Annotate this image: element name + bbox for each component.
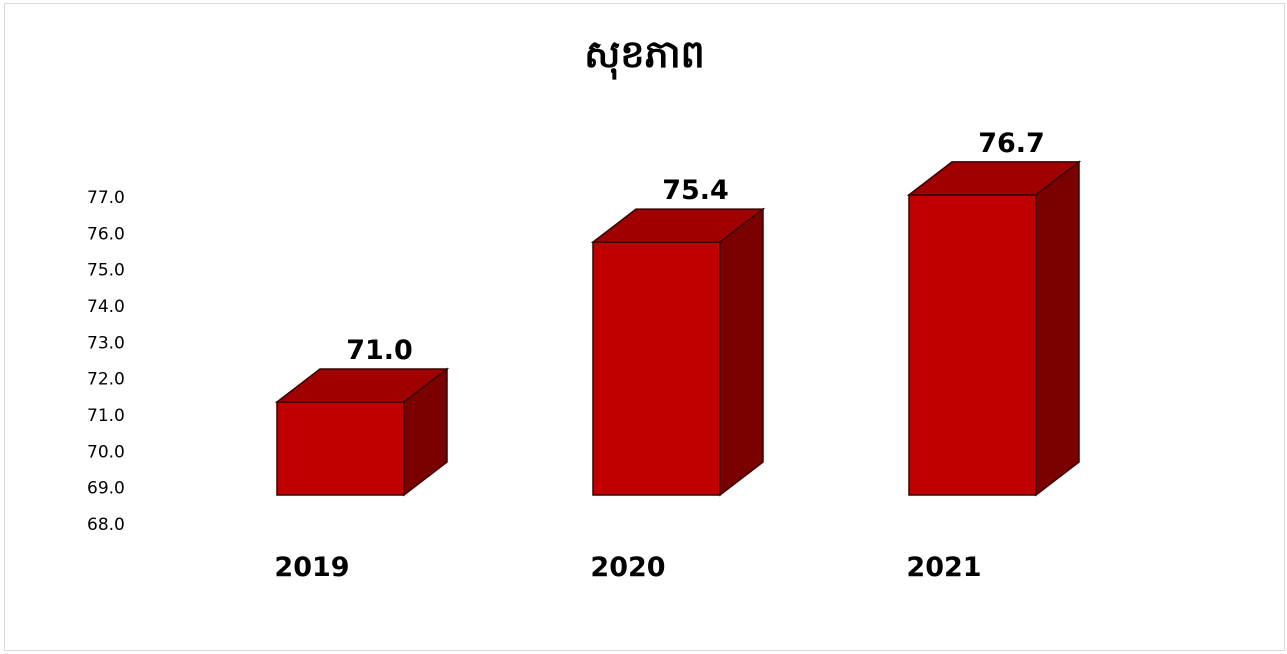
y-tick-label: 74.0	[87, 297, 125, 317]
bar-2019	[274, 367, 450, 497]
data-label: 71.0	[346, 335, 413, 366]
x-category-label: 2021	[906, 552, 981, 583]
bar-2020	[590, 207, 766, 497]
y-tick-label: 77.0	[87, 188, 125, 208]
bar-side-face	[1035, 160, 1080, 497]
bar-2021	[906, 160, 1082, 497]
bar-chart: 68.0 69.0 70.0 71.0 72.0 73.0 74.0 75.0 76.0 77.0…	[87, 128, 1082, 583]
y-tick-label: 75.0	[87, 261, 125, 281]
bar-front-face	[276, 401, 405, 496]
x-category-label: 2020	[590, 552, 665, 583]
y-tick-label: 69.0	[87, 479, 125, 499]
y-tick-label: 68.0	[87, 515, 125, 535]
y-tick-label: 76.0	[87, 224, 125, 244]
x-category-label: 2019	[274, 552, 349, 583]
data-label: 76.7	[978, 128, 1045, 159]
y-tick-label: 73.0	[87, 333, 125, 353]
chart-title: សុខភាព	[584, 32, 705, 76]
bar-side-face	[719, 207, 764, 497]
bar-side-face	[403, 367, 448, 497]
y-axis: 68.0 69.0 70.0 71.0 72.0 73.0 74.0 75.0 76.0 77.0	[87, 188, 125, 535]
y-tick-label: 72.0	[87, 370, 125, 390]
bar-front-face	[592, 241, 721, 496]
x-axis: 2019 2020 2021	[274, 552, 981, 583]
y-tick-label: 70.0	[87, 442, 125, 462]
y-tick-label: 71.0	[87, 406, 125, 426]
data-label: 75.4	[662, 175, 729, 206]
bars: 71.0 75.4 76.7	[274, 128, 1082, 497]
bar-front-face	[908, 194, 1037, 496]
chart-frame: សុខភាព 68.0 69.0 70.0 71.0 72.0 73.0 74.0 75.0 7…	[4, 3, 1285, 651]
